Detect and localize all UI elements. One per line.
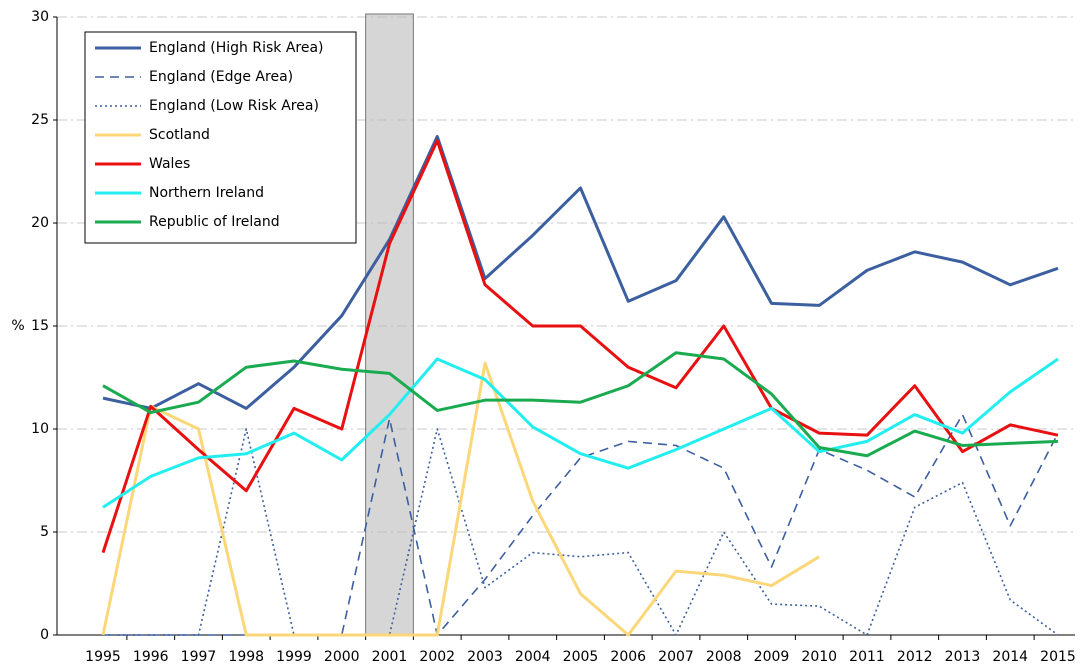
x-tick-label: 2011 — [849, 649, 885, 665]
legend-label: England (High Risk Area) — [149, 40, 324, 56]
legend-label: England (Low Risk Area) — [149, 98, 319, 114]
x-tick-label: 2013 — [945, 649, 981, 665]
x-tick-label: 2006 — [610, 649, 646, 665]
x-tick-label: 2001 — [372, 649, 408, 665]
series-line — [103, 428, 1059, 636]
series-line — [103, 413, 1059, 636]
series-line — [102, 357, 1059, 509]
y-tick-label: 15 — [31, 318, 49, 334]
x-tick-label: 2014 — [992, 649, 1028, 665]
legend-label: Scotland — [149, 127, 210, 143]
x-tick-label: 2004 — [515, 649, 551, 665]
y-axis-label: % — [11, 318, 24, 334]
x-tick-label: 2008 — [706, 649, 742, 665]
highlight-band — [365, 13, 414, 636]
x-tick-label: 2015 — [1040, 649, 1076, 665]
y-tick-label: 5 — [40, 524, 49, 540]
x-tick-label: 2003 — [467, 649, 503, 665]
series-line — [101, 139, 1059, 554]
y-tick-label: 0 — [40, 627, 49, 643]
legend-label: England (Edge Area) — [149, 69, 293, 85]
series-line — [102, 351, 1059, 458]
x-tick-label: 1996 — [133, 649, 169, 665]
x-tick-label: 1998 — [228, 649, 264, 665]
legend-label: Northern Ireland — [149, 185, 264, 201]
y-tick-label: 20 — [31, 215, 49, 231]
series-line — [101, 361, 821, 637]
legend-label: Republic of Ireland — [149, 214, 280, 230]
x-tick-label: 1999 — [276, 649, 312, 665]
legend-box — [84, 31, 357, 244]
series-line — [102, 134, 1059, 410]
x-tick-label: 2002 — [419, 649, 455, 665]
x-tick-label: 2007 — [658, 649, 694, 665]
x-tick-label: 2009 — [754, 649, 790, 665]
y-tick-label: 10 — [31, 421, 49, 437]
x-tick-label: 2000 — [324, 649, 360, 665]
x-tick-label: 2005 — [563, 649, 599, 665]
y-tick-label: 25 — [31, 112, 49, 128]
legend-label: Wales — [149, 156, 190, 172]
y-tick-label: 30 — [31, 9, 49, 25]
x-tick-label: 2012 — [897, 649, 933, 665]
x-tick-label: 2010 — [801, 649, 837, 665]
x-tick-label: 1995 — [85, 649, 121, 665]
x-tick-label: 1997 — [181, 649, 217, 665]
